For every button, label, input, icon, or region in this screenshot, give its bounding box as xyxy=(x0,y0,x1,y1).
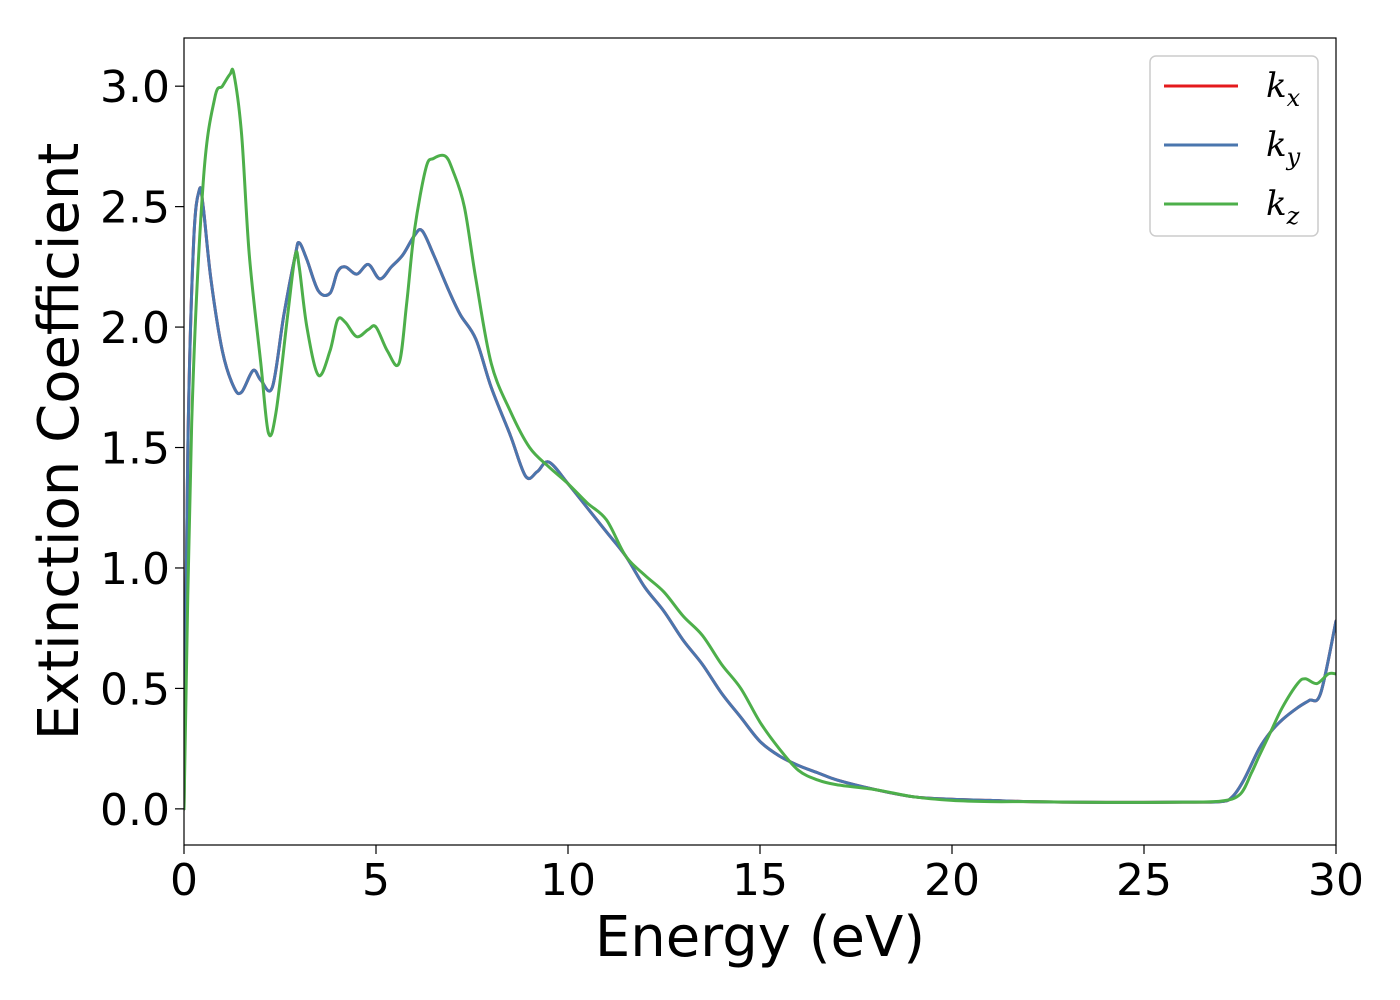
legend-label-base: k xyxy=(1266,66,1287,106)
y-tick-label: 1.5 xyxy=(100,424,170,475)
x-tick-label: 25 xyxy=(1116,855,1172,906)
legend-label-ky: ky xyxy=(1266,125,1301,171)
legend-label-subscript: x xyxy=(1287,84,1301,112)
x-tick-label: 0 xyxy=(170,855,198,906)
legend-label-kx: kx xyxy=(1266,66,1301,112)
x-tick-label: 10 xyxy=(540,855,596,906)
x-tick-label: 20 xyxy=(924,855,980,906)
x-tick-label: 15 xyxy=(732,855,788,906)
legend-label-base: k xyxy=(1266,125,1287,165)
legend-label-subscript: z xyxy=(1286,202,1300,230)
x-axis-label: Energy (eV) xyxy=(595,905,925,970)
series-line-kz xyxy=(184,67,1336,811)
x-tick-label: 30 xyxy=(1308,855,1364,906)
ticks: 0 5 10 15 20 25 30 0.0 0.5 1.0 1.5 2.0 2.5 3.0 xyxy=(100,62,1364,906)
y-tick-label: 0.0 xyxy=(100,785,170,836)
y-tick-label: 2.5 xyxy=(100,183,170,234)
legend-label-kz: kz xyxy=(1266,184,1300,230)
y-tick-label: 0.5 xyxy=(100,664,170,715)
y-tick-label: 3.0 xyxy=(100,62,170,113)
y-axis-label: Extinction Coefficient xyxy=(27,143,92,741)
y-tick-label: 2.0 xyxy=(100,303,170,354)
y-tick-label: 1.0 xyxy=(100,544,170,595)
legend-label-base: k xyxy=(1266,184,1287,224)
legend-label-subscript: y xyxy=(1286,143,1301,171)
plot-area xyxy=(184,67,1336,811)
x-tick-label: 5 xyxy=(362,855,390,906)
